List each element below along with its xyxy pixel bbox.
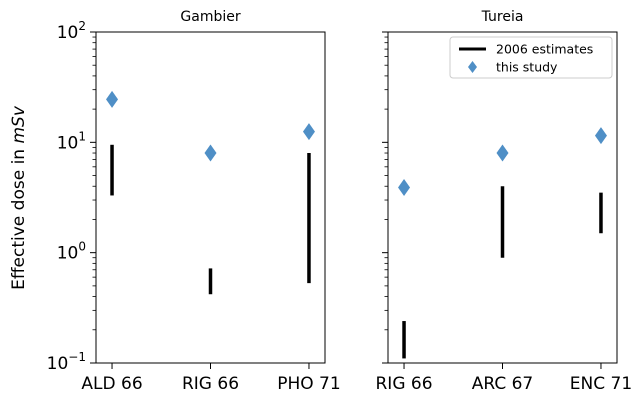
legend: 2006 estimates this study	[449, 36, 613, 79]
y-axis-label-prefix: Effective dose in	[9, 144, 29, 290]
y-tick-label: 102	[57, 19, 86, 43]
x-tick-label: RIG 66	[182, 374, 239, 394]
legend-label: this study	[496, 60, 558, 75]
y-tick-label: 10−1	[47, 350, 86, 374]
y-tick-label: 100	[57, 240, 86, 264]
this-study-point	[594, 127, 607, 145]
legend-box	[449, 36, 613, 79]
x-tick-label: ARC 67	[472, 374, 534, 394]
svg-text:Effective dose in mSv: Effective dose in mSv	[9, 105, 29, 290]
this-study-point	[204, 144, 217, 162]
panel-title: Gambier	[180, 9, 240, 25]
this-study-point	[302, 123, 315, 141]
y-axis-label: Effective dose in mSv	[9, 105, 29, 290]
panel-frame	[95, 31, 326, 364]
panel-2: Tureia RIG 66 ARC 67 ENC 71 2006 estimates th…	[376, 9, 633, 394]
legend-diamond-swatch	[468, 61, 477, 73]
panel-1: Gambier 10−1 100 101 102 ALD 66 RIG 66 PHO 71	[47, 9, 341, 394]
y-axis-label-unit: mSv	[9, 105, 29, 143]
x-tick-label: ENC 71	[570, 374, 632, 394]
panel-title: Tureia	[481, 9, 524, 25]
panel-frame	[387, 31, 618, 364]
this-study-point	[398, 178, 411, 196]
x-tick-label: PHO 71	[277, 374, 340, 394]
x-tick-label: RIG 66	[376, 374, 433, 394]
y-tick-label: 101	[57, 129, 86, 153]
legend-label: 2006 estimates	[496, 42, 593, 57]
x-tick-label: ALD 66	[81, 374, 142, 394]
this-study-point	[496, 144, 509, 162]
this-study-point	[106, 90, 119, 108]
